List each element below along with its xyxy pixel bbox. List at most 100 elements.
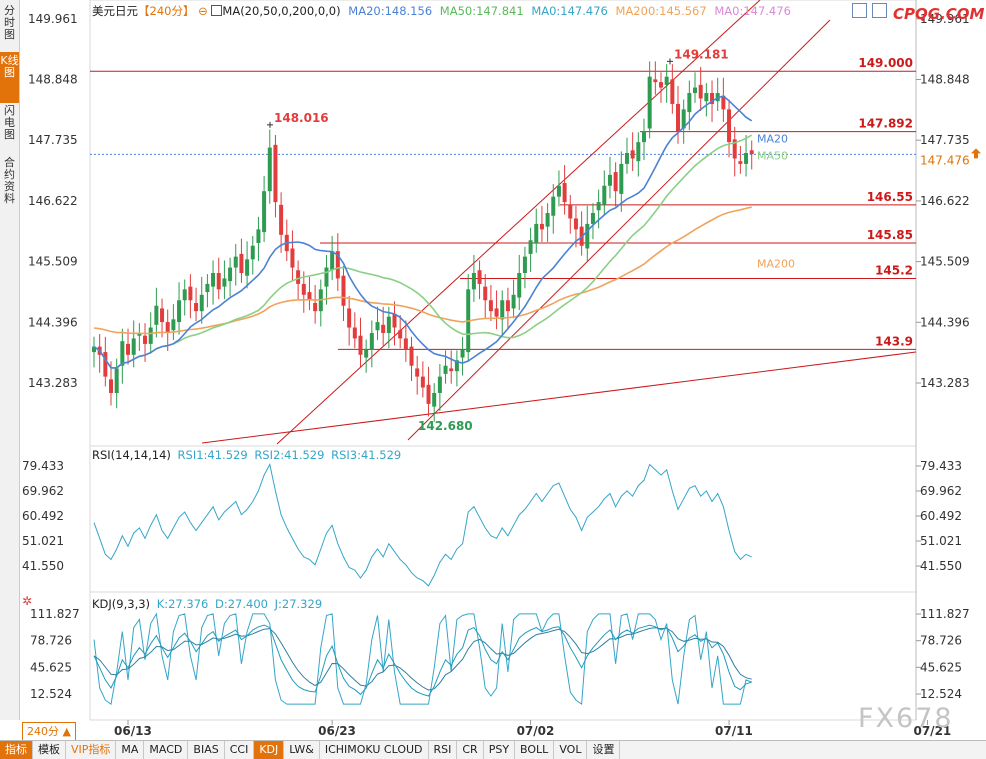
candle-body bbox=[511, 294, 516, 309]
tab-settings[interactable]: 设置 bbox=[587, 741, 621, 759]
x-tick-label: 06/23 bbox=[318, 724, 356, 738]
tab-cci[interactable]: CCI bbox=[225, 741, 255, 759]
candle-body bbox=[307, 292, 312, 301]
candle-body bbox=[443, 365, 448, 374]
candle-body bbox=[160, 308, 165, 323]
level-label: 147.892 bbox=[858, 117, 913, 131]
layout-icon[interactable] bbox=[852, 3, 867, 18]
candle-body bbox=[120, 341, 125, 366]
candle-body bbox=[454, 360, 459, 372]
tab-template[interactable]: 模板 bbox=[33, 741, 66, 759]
ma20-readout: MA20:148.156 bbox=[348, 4, 433, 18]
moving-average-lines: MA20 MA50 MA200 bbox=[93, 95, 795, 369]
tab-bias[interactable]: BIAS bbox=[188, 741, 225, 759]
candle-body bbox=[296, 270, 301, 284]
rsi3-readout: RSI3:41.529 bbox=[331, 448, 402, 462]
ma20-line bbox=[93, 95, 753, 369]
price-tick-label: 147.735 bbox=[920, 133, 970, 147]
candle-body bbox=[727, 109, 732, 143]
channel-lower bbox=[407, 19, 831, 441]
period-selector[interactable]: 240分 ▲ bbox=[22, 722, 76, 741]
candle-body bbox=[556, 185, 561, 197]
channel-upper bbox=[276, 0, 761, 445]
candle-body bbox=[562, 183, 567, 203]
tab-psy[interactable]: PSY bbox=[484, 741, 516, 759]
candle-body bbox=[676, 103, 681, 132]
candle-body bbox=[630, 150, 635, 159]
price-left-label: 149.961 bbox=[28, 12, 78, 26]
candle-body bbox=[154, 305, 159, 325]
kdj-left-label: 12.524 bbox=[30, 687, 72, 701]
candle-body bbox=[483, 286, 488, 301]
price-axis: 149.961 148.848 147.735 146.622 145.509 144.3… bbox=[28, 12, 981, 390]
candle-body bbox=[131, 338, 136, 355]
tab-kline[interactable]: K线图 bbox=[0, 52, 19, 103]
tab-timeshare[interactable]: 分时图 bbox=[4, 4, 15, 41]
candle-body bbox=[188, 286, 193, 301]
price-left-label: 147.735 bbox=[28, 133, 78, 147]
symbol-name: 美元日元 bbox=[92, 4, 138, 18]
candle-body bbox=[534, 223, 539, 244]
fullscreen-icon[interactable] bbox=[872, 3, 887, 18]
period-label: 【240分】 bbox=[138, 4, 195, 18]
tab-boll[interactable]: BOLL bbox=[515, 741, 555, 759]
tab-vip-indicator[interactable]: VIP指标 bbox=[66, 741, 117, 759]
settings-icon[interactable]: ⊖ bbox=[198, 4, 208, 18]
candle-body bbox=[182, 289, 187, 301]
candle-body bbox=[596, 202, 601, 211]
rsi-left-label: 60.492 bbox=[22, 509, 64, 523]
ma0-readout-2: MA0:147.476 bbox=[714, 4, 791, 18]
candle-body bbox=[698, 84, 703, 99]
candle-body bbox=[477, 270, 482, 284]
candle-body bbox=[126, 343, 131, 355]
candle-body bbox=[233, 256, 238, 268]
tab-contract-info[interactable]: 合约资料 bbox=[4, 156, 15, 205]
candle-body bbox=[647, 76, 652, 129]
candle-body bbox=[528, 240, 533, 254]
tab-indicator[interactable]: 指标 bbox=[0, 741, 33, 759]
rsi-tick-label: 51.021 bbox=[920, 534, 962, 548]
candle-body bbox=[517, 272, 522, 298]
candle-body bbox=[222, 278, 227, 287]
candle-body bbox=[602, 185, 607, 205]
high-label: 149.181 bbox=[674, 47, 729, 61]
candle-body bbox=[738, 161, 743, 164]
tab-macd[interactable]: MACD bbox=[144, 741, 189, 759]
price-tick-label: 144.396 bbox=[920, 315, 970, 329]
tab-ichimoku[interactable]: ICHIMOKU CLOUD bbox=[320, 741, 429, 759]
low-label: 142.680 bbox=[418, 419, 473, 433]
candle-body bbox=[432, 392, 437, 407]
price-tick-label: 149.961 bbox=[920, 12, 970, 26]
price-arrow-icon bbox=[971, 148, 981, 159]
candle-body bbox=[607, 174, 612, 186]
candle-body bbox=[590, 213, 595, 224]
candle-body bbox=[522, 256, 527, 273]
tab-vol[interactable]: VOL bbox=[554, 741, 588, 759]
indicator-icon[interactable] bbox=[211, 5, 223, 16]
candle-body bbox=[653, 79, 658, 83]
tab-rsi[interactable]: RSI bbox=[429, 741, 458, 759]
kdj-d-line bbox=[93, 627, 752, 691]
tab-flash-chart[interactable]: 闪电图 bbox=[4, 104, 15, 141]
tab-ma[interactable]: MA bbox=[116, 741, 145, 759]
ma-tag: MA200 bbox=[757, 258, 795, 271]
candle-body bbox=[290, 248, 295, 268]
price-left-label: 145.509 bbox=[28, 255, 78, 269]
candle-body bbox=[641, 131, 646, 143]
rsi1-readout: RSI1:41.529 bbox=[177, 448, 248, 462]
crosshair-icon[interactable]: ✲ bbox=[22, 594, 33, 608]
candle-body bbox=[505, 300, 510, 312]
candle-body bbox=[392, 313, 397, 328]
rsi-left-label: 79.433 bbox=[22, 459, 64, 473]
tab-kdj[interactable]: KDJ bbox=[254, 741, 285, 759]
kdj-k-readout: K:27.376 bbox=[156, 597, 209, 611]
rsi-tick-label: 69.962 bbox=[920, 484, 962, 498]
price-tick-label: 148.848 bbox=[920, 73, 970, 87]
candle-body bbox=[216, 272, 221, 290]
rsi-panel: 79.433 69.962 60.492 51.021 41.550 79.433 69.9… bbox=[22, 459, 962, 587]
tab-lw[interactable]: LW& bbox=[284, 741, 320, 759]
rsi-left-label: 41.550 bbox=[22, 559, 64, 573]
tab-cr[interactable]: CR bbox=[457, 741, 484, 759]
candle-body bbox=[488, 300, 493, 312]
